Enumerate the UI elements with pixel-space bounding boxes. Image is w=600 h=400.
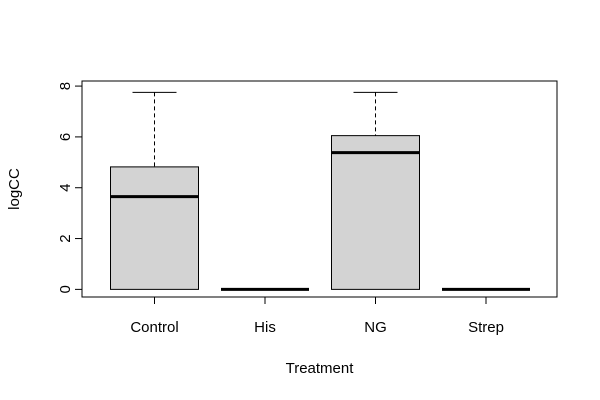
- y-tick-label: 4: [57, 184, 74, 192]
- y-tick-label: 8: [57, 82, 74, 90]
- x-tick-label: Strep: [468, 319, 504, 336]
- y-tick-label: 2: [57, 234, 74, 242]
- boxes-group: [110, 91, 530, 291]
- x-axis: Control His NG Strep: [130, 296, 504, 336]
- y-tick-label: 0: [57, 285, 74, 293]
- box-ng: [331, 91, 420, 290]
- iqr-box: [110, 166, 199, 290]
- x-tick-label: His: [254, 319, 276, 336]
- x-tick-label: NG: [364, 319, 387, 336]
- y-tick-label: 6: [57, 133, 74, 141]
- iqr-box: [331, 135, 420, 290]
- y-axis-title: logCC: [6, 168, 23, 210]
- y-axis: 0 2 4 6 8: [57, 82, 83, 294]
- box-control: [110, 91, 199, 290]
- x-tick-label: Control: [130, 319, 178, 336]
- x-axis-title: Treatment: [286, 360, 355, 377]
